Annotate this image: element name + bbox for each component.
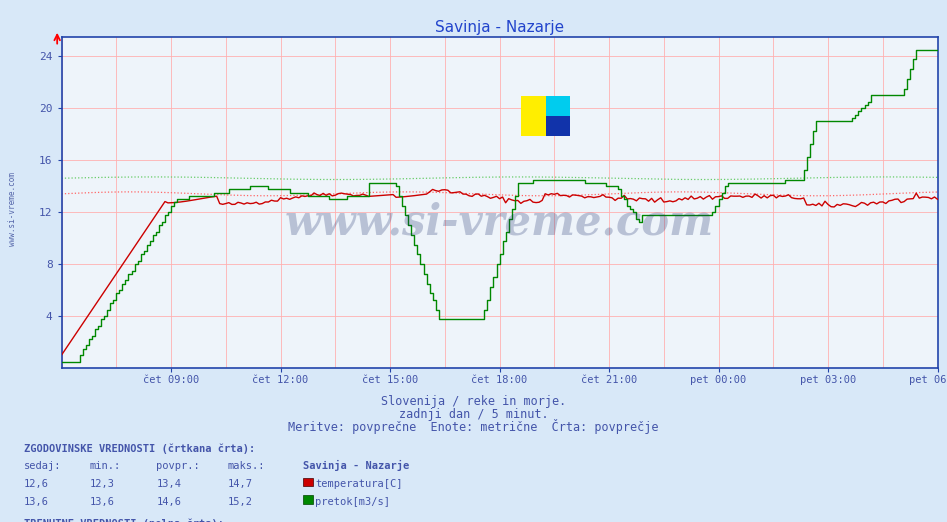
Text: Meritve: povprečne  Enote: metrične  Črta: povprečje: Meritve: povprečne Enote: metrične Črta:…: [288, 419, 659, 434]
Text: 14,6: 14,6: [156, 497, 181, 507]
Text: TRENUTNE VREDNOSTI (polna črta):: TRENUTNE VREDNOSTI (polna črta):: [24, 518, 223, 522]
Text: temperatura[C]: temperatura[C]: [315, 479, 402, 489]
Text: Slovenija / reke in morje.: Slovenija / reke in morje.: [381, 395, 566, 408]
Text: 13,6: 13,6: [90, 497, 115, 507]
Text: 13,4: 13,4: [156, 479, 181, 489]
Text: 13,6: 13,6: [24, 497, 48, 507]
Text: zadnji dan / 5 minut.: zadnji dan / 5 minut.: [399, 408, 548, 421]
Text: www.si-vreme.com: www.si-vreme.com: [285, 201, 714, 243]
Bar: [522, 96, 546, 136]
Text: 14,7: 14,7: [227, 479, 252, 489]
Bar: [546, 96, 570, 116]
Text: www.si-vreme.com: www.si-vreme.com: [8, 172, 17, 246]
Title: Savinja - Nazarje: Savinja - Nazarje: [435, 20, 564, 35]
Text: Savinja - Nazarje: Savinja - Nazarje: [303, 460, 409, 471]
Bar: [546, 116, 570, 136]
Text: 12,6: 12,6: [24, 479, 48, 489]
Text: min.:: min.:: [90, 461, 121, 471]
Text: povpr.:: povpr.:: [156, 461, 200, 471]
Text: sedaj:: sedaj:: [24, 461, 62, 471]
Text: maks.:: maks.:: [227, 461, 265, 471]
Text: 15,2: 15,2: [227, 497, 252, 507]
Text: 12,3: 12,3: [90, 479, 115, 489]
Text: ZGODOVINSKE VREDNOSTI (črtkana črta):: ZGODOVINSKE VREDNOSTI (črtkana črta):: [24, 443, 255, 454]
Text: pretok[m3/s]: pretok[m3/s]: [315, 497, 390, 507]
